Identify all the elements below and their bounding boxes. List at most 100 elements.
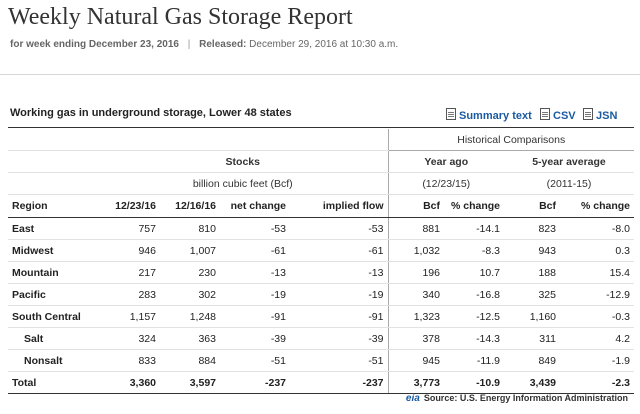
document-icon <box>446 108 456 120</box>
summary-text-label: Summary text <box>459 110 532 122</box>
value-cell-flow: -39 <box>290 327 388 350</box>
col-net-change: net change <box>220 194 290 218</box>
value-cell-c2: 810 <box>160 217 220 240</box>
table-row: Mountain 217 230 -13 -13 196 10.7 188 15.4 <box>8 261 634 284</box>
col-five-year-bcf: Bcf <box>504 194 560 218</box>
value-cell-fy_pct: -8.0 <box>560 217 634 240</box>
region-cell: Total <box>8 371 98 394</box>
value-cell-ya_bcf: 1,323 <box>387 305 444 328</box>
value-cell-ya_pct: 10.7 <box>444 261 504 284</box>
col-five-year-pct: % change <box>560 194 634 218</box>
report-meta: for week ending December 23, 2016 | Rele… <box>10 39 398 50</box>
value-cell-c1: 757 <box>98 217 160 240</box>
table-row: Total 3,360 3,597 -237 -237 3,773 -10.9 3,439 -2… <box>8 371 634 394</box>
value-cell-c2: 302 <box>160 283 220 306</box>
value-cell-ya_pct: -14.1 <box>444 217 504 240</box>
value-cell-fy_pct: 4.2 <box>560 327 634 350</box>
page-title: Weekly Natural Gas Storage Report <box>8 4 353 30</box>
source-line: eia Source: U.S. Energy Information Admin… <box>406 393 628 404</box>
region-cell: South Central <box>8 305 98 328</box>
meta-separator: | <box>187 39 191 50</box>
value-cell-ya_bcf: 340 <box>387 283 444 306</box>
value-cell-net: -53 <box>220 217 290 240</box>
value-cell-ya_bcf: 196 <box>387 261 444 284</box>
summary-text-link[interactable]: Summary text <box>446 108 532 122</box>
value-cell-c1: 217 <box>98 261 160 284</box>
value-cell-c2: 363 <box>160 327 220 350</box>
value-cell-ya_pct: -11.9 <box>444 349 504 372</box>
value-cell-c2: 1,007 <box>160 239 220 262</box>
csv-link[interactable]: CSV <box>540 108 576 122</box>
value-cell-c1: 946 <box>98 239 160 262</box>
document-icon <box>583 108 593 120</box>
table-row: East 757 810 -53 -53 881 -14.1 823 -8.0 <box>8 217 634 240</box>
value-cell-flow: -51 <box>290 349 388 372</box>
table-row: Pacific 283 302 -19 -19 340 -16.8 325 -12.9 <box>8 283 634 306</box>
value-cell-net: -61 <box>220 239 290 262</box>
value-cell-c1: 324 <box>98 327 160 350</box>
value-cell-fy_pct: -2.3 <box>560 371 634 394</box>
year-ago-date: (12/23/15) <box>387 172 504 195</box>
value-cell-fy_pct: -1.9 <box>560 349 634 372</box>
value-cell-ya_bcf: 3,773 <box>387 371 444 394</box>
week-label: for week ending December 23, 2016 <box>10 39 179 50</box>
value-cell-c2: 1,248 <box>160 305 220 328</box>
json-link[interactable]: JSN <box>583 108 617 122</box>
value-cell-flow: -19 <box>290 283 388 306</box>
region-cell: Nonsalt <box>8 349 98 372</box>
table-row: Salt 324 363 -39 -39 378 -14.3 311 4.2 <box>8 327 634 350</box>
value-cell-c2: 230 <box>160 261 220 284</box>
col-region: Region <box>8 194 98 218</box>
storage-table-panel: Working gas in underground storage, Lowe… <box>8 97 634 404</box>
value-cell-net: -39 <box>220 327 290 350</box>
value-cell-fy_bcf: 1,160 <box>504 305 560 328</box>
value-cell-fy_bcf: 188 <box>504 261 560 284</box>
storage-table: Historical Comparisons Stocks Year ago 5… <box>8 129 634 394</box>
value-cell-c2: 884 <box>160 349 220 372</box>
stocks-header: Stocks <box>98 150 388 173</box>
value-cell-fy_pct: -0.3 <box>560 305 634 328</box>
col-prior-week: 12/16/16 <box>160 194 220 218</box>
stocks-unit: billion cubic feet (Bcf) <box>98 172 388 195</box>
region-cell: East <box>8 217 98 240</box>
table-row: Nonsalt 833 884 -51 -51 945 -11.9 849 -1.9 <box>8 349 634 372</box>
value-cell-net: -13 <box>220 261 290 284</box>
value-cell-fy_bcf: 311 <box>504 327 560 350</box>
value-cell-ya_pct: -8.3 <box>444 239 504 262</box>
value-cell-c2: 3,597 <box>160 371 220 394</box>
value-cell-net: -91 <box>220 305 290 328</box>
header-divider <box>0 74 640 75</box>
document-icon <box>540 108 550 120</box>
five-year-header: 5-year average <box>504 150 634 173</box>
json-label: JSN <box>596 110 618 122</box>
five-year-range: (2011-15) <box>504 172 634 195</box>
value-cell-c1: 283 <box>98 283 160 306</box>
year-ago-header: Year ago <box>387 150 504 173</box>
value-cell-flow: -237 <box>290 371 388 394</box>
value-cell-ya_bcf: 1,032 <box>387 239 444 262</box>
value-cell-ya_bcf: 945 <box>387 349 444 372</box>
value-cell-c1: 1,157 <box>98 305 160 328</box>
released-value: December 29, 2016 at 10:30 a.m. <box>249 39 399 50</box>
value-cell-fy_pct: 0.3 <box>560 239 634 262</box>
value-cell-flow: -61 <box>290 239 388 262</box>
region-cell: Pacific <box>8 283 98 306</box>
value-cell-fy_bcf: 849 <box>504 349 560 372</box>
value-cell-flow: -91 <box>290 305 388 328</box>
value-cell-net: -237 <box>220 371 290 394</box>
col-current-week: 12/23/16 <box>98 194 160 218</box>
value-cell-ya_bcf: 881 <box>387 217 444 240</box>
value-cell-flow: -53 <box>290 217 388 240</box>
col-year-ago-pct: % change <box>444 194 504 218</box>
table-subtitle: Working gas in underground storage, Lowe… <box>10 107 292 119</box>
value-cell-net: -19 <box>220 283 290 306</box>
source-text: Source: U.S. Energy Information Administ… <box>423 393 628 403</box>
col-implied-flow: implied flow <box>290 194 388 218</box>
value-cell-ya_pct: -16.8 <box>444 283 504 306</box>
value-cell-fy_bcf: 823 <box>504 217 560 240</box>
value-cell-ya_pct: -14.3 <box>444 327 504 350</box>
value-cell-fy_pct: 15.4 <box>560 261 634 284</box>
value-cell-flow: -13 <box>290 261 388 284</box>
col-year-ago-bcf: Bcf <box>387 194 444 218</box>
table-row: Midwest 946 1,007 -61 -61 1,032 -8.3 943 0.3 <box>8 239 634 262</box>
